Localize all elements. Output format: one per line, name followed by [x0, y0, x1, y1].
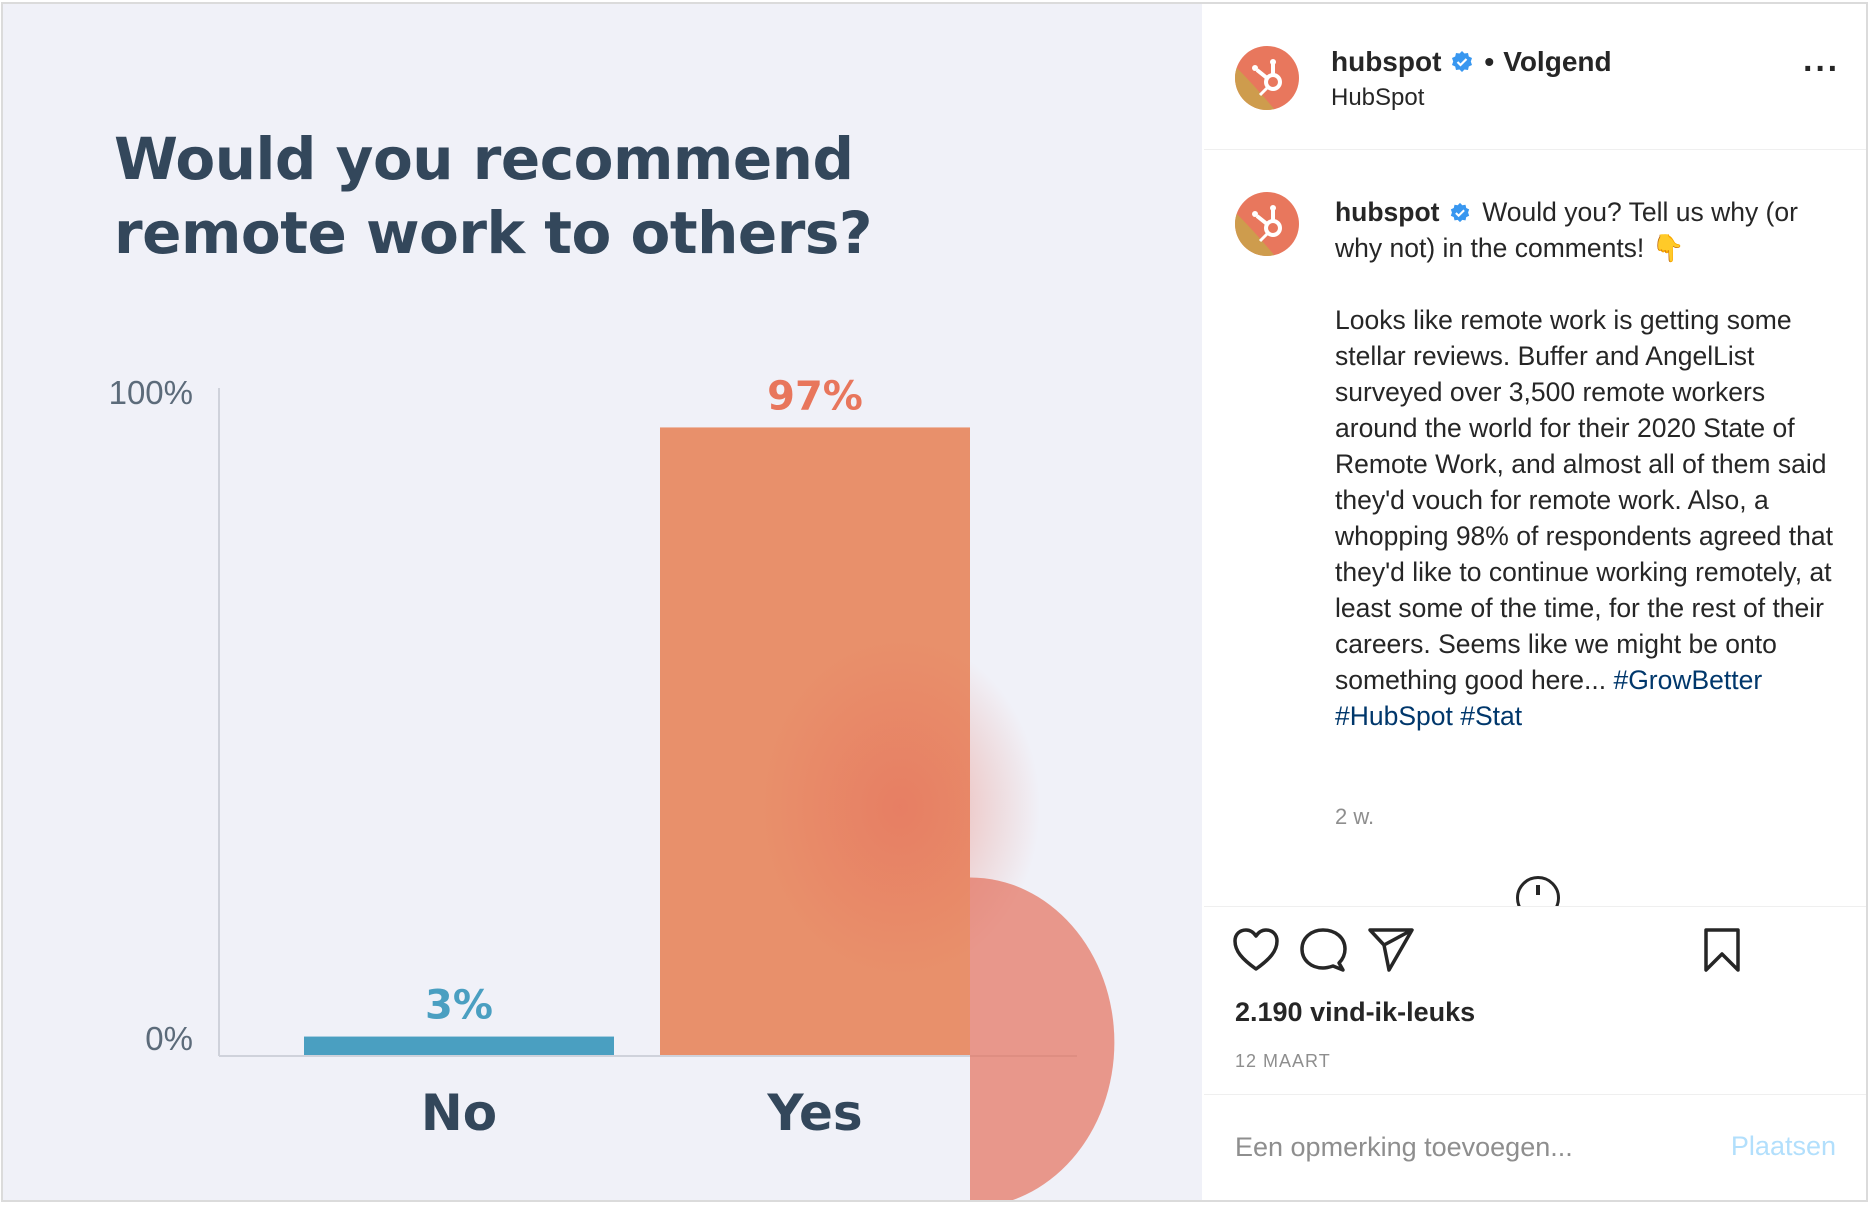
comments-area[interactable]: hubspot Would you? Tell us why (or why n…	[1204, 150, 1866, 906]
y-tick-label: 0%	[145, 1020, 193, 1057]
action-bar: 2.190 vind-ik-leuks 12 MAART	[1204, 906, 1866, 1094]
verified-badge-icon	[1452, 51, 1473, 72]
heart-icon[interactable]	[1232, 927, 1280, 973]
y-tick-label: 100%	[109, 374, 193, 411]
bar-value-label: 97%	[767, 373, 863, 419]
hashtag-growbetter[interactable]: #GrowBetter	[1613, 665, 1763, 695]
caption-first-line: Would you? Tell us why (or why not) in t…	[1335, 197, 1798, 263]
post-date: 12 MAART	[1235, 1051, 1331, 1071]
x-tick-label: No	[421, 1084, 497, 1142]
caption: hubspot Would you? Tell us why (or why n…	[1335, 194, 1835, 734]
header-username[interactable]: hubspot	[1331, 46, 1442, 77]
bar-no	[304, 1036, 614, 1055]
bar-texture	[970, 877, 1115, 1200]
post-comment-button[interactable]: Plaatsen	[1730, 1131, 1836, 1161]
hubspot-logo-icon	[1235, 205, 1282, 256]
header-user: hubspot • Volgend	[1331, 46, 1612, 78]
hubspot-logo-icon	[1235, 59, 1282, 110]
bookmark-icon[interactable]	[1702, 927, 1742, 973]
chart-title: Would you recommend remote work to other…	[114, 122, 1014, 270]
load-more-comments-icon[interactable]	[1516, 876, 1560, 906]
likes-count[interactable]: 2.190 vind-ik-leuks	[1235, 997, 1476, 1027]
x-tick-label: Yes	[766, 1084, 862, 1142]
comment-input[interactable]	[1235, 1129, 1675, 1165]
caption-avatar[interactable]	[1235, 192, 1299, 256]
chart-title-line-1: Would you recommend	[114, 125, 854, 193]
comment-icon[interactable]	[1299, 927, 1347, 973]
caption-body: Looks like remote work is getting some s…	[1335, 305, 1833, 695]
post-sidebar: hubspot • Volgend HubSpot ···	[1204, 4, 1866, 1200]
bar-chart: 100% 0% 3% No 97% Yes	[109, 373, 1115, 1200]
post-image: Would you recommend remote work to other…	[3, 4, 1202, 1200]
post-age[interactable]: 2 w.	[1335, 804, 1375, 829]
more-options-icon[interactable]: ···	[1803, 50, 1840, 88]
avatar[interactable]	[1235, 46, 1299, 110]
add-comment-section: Plaatsen	[1204, 1094, 1866, 1200]
verified-badge-icon	[1450, 202, 1470, 223]
post-header: hubspot • Volgend HubSpot ···	[1204, 4, 1866, 150]
bar-value-label: 3%	[425, 983, 493, 1029]
hashtag-hubspot[interactable]: #HubSpot	[1335, 701, 1453, 731]
chart-title-line-2: remote work to others?	[114, 199, 873, 267]
hashtag-stat[interactable]: #Stat	[1460, 701, 1523, 731]
follow-status-button[interactable]: Volgend	[1503, 46, 1612, 77]
caption-username[interactable]: hubspot	[1335, 197, 1440, 227]
header-subtitle: HubSpot	[1331, 84, 1425, 111]
header-separator: •	[1484, 46, 1495, 77]
share-icon[interactable]	[1367, 927, 1415, 973]
